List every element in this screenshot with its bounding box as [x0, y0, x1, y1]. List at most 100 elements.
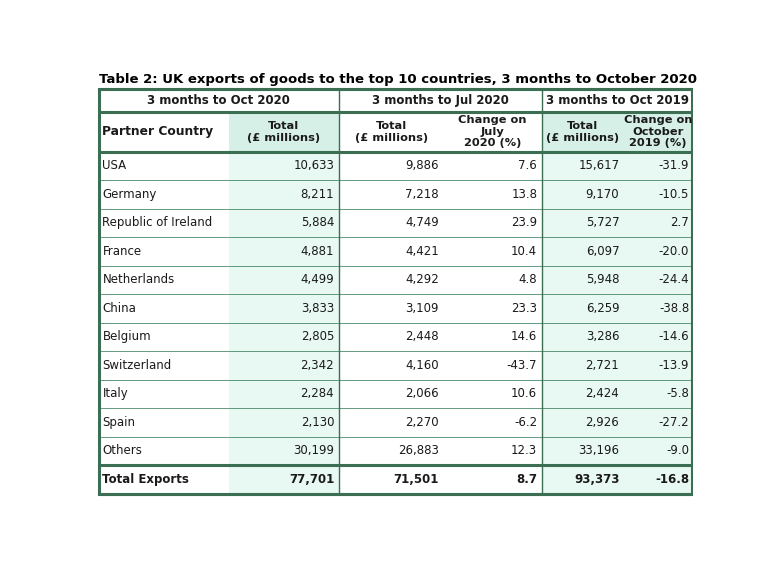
Bar	[542, 380, 692, 408]
Text: -10.5: -10.5	[659, 188, 689, 201]
Bar	[99, 112, 229, 152]
Text: -6.2: -6.2	[514, 416, 537, 429]
Text: 4,499: 4,499	[300, 273, 334, 286]
Bar	[99, 408, 229, 437]
Text: 4,421: 4,421	[405, 245, 439, 258]
Text: 4.8: 4.8	[519, 273, 537, 286]
Text: 23.9: 23.9	[511, 216, 537, 229]
Text: 33,196: 33,196	[578, 445, 619, 458]
Bar	[542, 294, 692, 323]
Bar	[99, 437, 229, 465]
Bar	[339, 208, 542, 237]
Bar	[339, 294, 542, 323]
Text: 3,833: 3,833	[301, 302, 334, 315]
Text: -20.0: -20.0	[659, 245, 689, 258]
Text: USA: USA	[102, 159, 126, 172]
Text: 3 months to Oct 2020: 3 months to Oct 2020	[147, 94, 290, 107]
Text: 15,617: 15,617	[578, 159, 619, 172]
Text: 2,270: 2,270	[405, 416, 439, 429]
Bar	[339, 408, 542, 437]
Bar	[542, 351, 692, 380]
Text: 2,448: 2,448	[405, 331, 439, 344]
Text: -9.0: -9.0	[666, 445, 689, 458]
Text: 23.3: 23.3	[511, 302, 537, 315]
Text: China: China	[102, 302, 136, 315]
Text: -24.4: -24.4	[658, 273, 689, 286]
Text: 3,286: 3,286	[586, 331, 619, 344]
Text: 8,211: 8,211	[300, 188, 334, 201]
Bar	[229, 408, 339, 437]
Bar	[339, 112, 542, 152]
Bar	[229, 380, 339, 408]
Text: Belgium: Belgium	[102, 331, 151, 344]
Text: Change on
July
2020 (%): Change on July 2020 (%)	[458, 115, 527, 148]
Text: -14.6: -14.6	[658, 331, 689, 344]
Text: Switzerland: Switzerland	[102, 359, 172, 372]
Bar	[542, 437, 692, 465]
Bar	[542, 237, 692, 266]
Text: 4,749: 4,749	[405, 216, 439, 229]
Text: 2,721: 2,721	[586, 359, 619, 372]
Text: Republic of Ireland: Republic of Ireland	[102, 216, 213, 229]
Text: Change on
October
2019 (%): Change on October 2019 (%)	[624, 115, 692, 148]
Bar	[99, 180, 229, 208]
Bar	[339, 266, 542, 294]
Bar	[99, 351, 229, 380]
Bar	[99, 89, 692, 112]
Bar	[542, 408, 692, 437]
Text: 93,373: 93,373	[574, 473, 619, 486]
Text: 2,424: 2,424	[586, 388, 619, 401]
Bar	[99, 266, 229, 294]
Text: Total
(£ millions): Total (£ millions)	[354, 121, 427, 142]
Bar	[339, 152, 542, 180]
Bar	[99, 465, 229, 494]
Text: 71,501: 71,501	[393, 473, 439, 486]
Bar	[229, 152, 339, 180]
Bar	[339, 237, 542, 266]
Text: Spain: Spain	[102, 416, 136, 429]
Text: 6,097: 6,097	[586, 245, 619, 258]
Bar	[229, 351, 339, 380]
Text: France: France	[102, 245, 142, 258]
Bar	[339, 380, 542, 408]
Bar	[99, 208, 229, 237]
Text: 5,727: 5,727	[586, 216, 619, 229]
Text: 9,886: 9,886	[405, 159, 439, 172]
Text: 6,259: 6,259	[586, 302, 619, 315]
Text: Germany: Germany	[102, 188, 157, 201]
Text: 26,883: 26,883	[398, 445, 439, 458]
Bar	[229, 112, 339, 152]
Text: 2,130: 2,130	[300, 416, 334, 429]
Text: 10,633: 10,633	[293, 159, 334, 172]
Text: 10.6: 10.6	[511, 388, 537, 401]
Text: 2,284: 2,284	[300, 388, 334, 401]
Text: 7.6: 7.6	[518, 159, 537, 172]
Bar	[542, 465, 692, 494]
Text: 14.6: 14.6	[511, 331, 537, 344]
Text: -5.8: -5.8	[666, 388, 689, 401]
Text: Netherlands: Netherlands	[102, 273, 175, 286]
Text: 2.7: 2.7	[671, 216, 689, 229]
Text: -13.9: -13.9	[658, 359, 689, 372]
Text: Table 2: UK exports of goods to the top 10 countries, 3 months to October 2020: Table 2: UK exports of goods to the top …	[99, 73, 697, 86]
Text: 7,218: 7,218	[405, 188, 439, 201]
Bar	[339, 437, 542, 465]
Text: 3 months to Oct 2019: 3 months to Oct 2019	[546, 94, 688, 107]
Bar	[99, 380, 229, 408]
Text: Partner Country: Partner Country	[102, 125, 213, 138]
Text: 4,160: 4,160	[405, 359, 439, 372]
Text: Total
(£ millions): Total (£ millions)	[247, 121, 320, 142]
Bar	[229, 323, 339, 351]
Text: 8.7: 8.7	[516, 473, 537, 486]
Text: -27.2: -27.2	[658, 416, 689, 429]
Bar	[339, 465, 542, 494]
Text: 10.4: 10.4	[511, 245, 537, 258]
Bar	[229, 465, 339, 494]
Bar	[99, 294, 229, 323]
Text: Total
(£ millions): Total (£ millions)	[547, 121, 620, 142]
Text: 2,926: 2,926	[586, 416, 619, 429]
Bar	[229, 180, 339, 208]
Text: 13.8: 13.8	[511, 188, 537, 201]
Bar	[542, 323, 692, 351]
Text: 3,109: 3,109	[405, 302, 439, 315]
